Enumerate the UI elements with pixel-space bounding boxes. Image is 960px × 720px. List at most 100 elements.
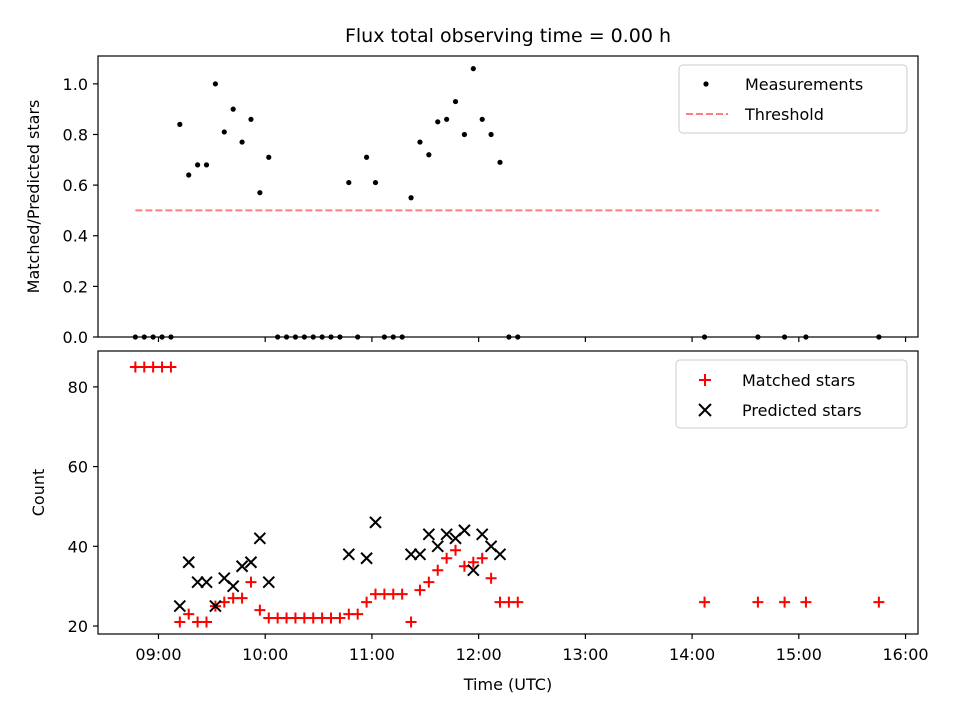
ratio-y-axis-label: Matched/Predicted stars	[24, 100, 43, 294]
ratio-y-tick-label-0: 0.0	[63, 328, 88, 347]
count-series-0-point-32	[414, 584, 426, 596]
count-series-0-point-48	[873, 596, 885, 608]
ratio-series-0-point-27	[372, 179, 379, 186]
count-x-tick-label-3: 12:00	[456, 645, 502, 664]
ratio-series-0-point-26	[363, 154, 370, 160]
ratio-series-0-point-10	[221, 129, 227, 135]
count-series-1-point-8	[244, 556, 258, 569]
count-series-1-point-16	[422, 528, 436, 541]
count-series-1-point-1	[182, 556, 195, 569]
ratio-series-0-point-36	[452, 98, 459, 105]
ratio-y-tick-label-5: 1.0	[63, 75, 88, 94]
count-series-0-point-33	[423, 576, 435, 588]
count-x-tick-label-1: 10:00	[242, 645, 288, 664]
count-series-1-point-0	[173, 599, 187, 613]
count-series-0-point-43	[512, 596, 524, 608]
legend-matched-marker	[699, 374, 711, 386]
count-y-tick-label-3: 80	[68, 378, 88, 397]
ratio-series-0-point-8	[203, 162, 210, 168]
ratio-series-0-point-7	[195, 162, 201, 168]
count-legend: Matched stars Predicted stars	[675, 359, 908, 429]
count-series-0-point-8	[201, 616, 213, 628]
count-marks	[129, 361, 885, 628]
chart-title: Flux total observing time = 0.00 h	[345, 25, 671, 47]
ratio-series-0-point-13	[248, 116, 254, 122]
count-series-1-point-21	[467, 564, 480, 577]
ratio-legend: Measurements Threshold	[678, 64, 908, 134]
count-series-0-point-23	[334, 612, 346, 624]
count-x-ticks: 09:00 10:00 11:00 12:00 13:00 14:00 15:00 16:00	[135, 634, 929, 664]
ratio-legend-box	[678, 64, 908, 134]
count-legend-box	[675, 359, 908, 429]
count-panel: 20 40 60 80 09:00 10:00 11:00 12:00 13:00 14:00 1…	[29, 350, 929, 694]
count-x-tick-label-5: 14:00	[669, 645, 715, 664]
ratio-series-0-point-32	[417, 139, 423, 145]
ratio-series-0-point-41	[497, 159, 503, 165]
ratio-series-0-point-35	[444, 116, 450, 122]
count-series-1-point-11	[342, 548, 356, 561]
count-series-0-point-13	[245, 576, 257, 588]
count-series-0-point-5	[174, 616, 186, 628]
count-series-0-point-14	[254, 604, 266, 616]
ratio-series-0-point-39	[479, 116, 485, 122]
ratio-series-0-point-15	[266, 154, 272, 160]
count-y-axis-label: Count	[29, 469, 48, 517]
count-series-1-point-6	[226, 579, 240, 593]
count-series-0-point-31	[405, 616, 417, 628]
count-x-tick-label-6: 15:00	[776, 645, 822, 664]
count-series-0-point-4	[165, 361, 177, 373]
count-series-1-point-22	[476, 528, 489, 541]
count-x-tick-label-2: 11:00	[349, 645, 395, 664]
count-series-1-point-15	[413, 548, 427, 561]
count-series-1-point-4	[209, 599, 222, 613]
legend-predicted-label: Predicted stars	[742, 401, 862, 420]
ratio-y-tick-label-3: 0.6	[63, 176, 88, 195]
count-series-0-point-39	[476, 552, 488, 564]
count-y-ticks: 20 40 60 80	[68, 378, 98, 636]
count-series-0-point-44	[699, 596, 711, 608]
ratio-panel: 0.0 0.2 0.4 0.6 0.8 1.0 Matched/Predicted sta…	[24, 55, 919, 347]
legend-measurements-label: Measurements	[745, 75, 863, 94]
legend-matched-label: Matched stars	[742, 371, 855, 390]
ratio-series-0-point-37	[461, 131, 468, 138]
ratio-series-0-point-9	[212, 81, 218, 87]
count-series-0-point-38	[467, 556, 479, 568]
ratio-series-0-point-5	[177, 121, 183, 127]
ratio-y-tick-label-2: 0.4	[63, 227, 88, 246]
count-y-tick-label-2: 60	[68, 458, 88, 477]
ratio-series-0-point-12	[239, 139, 245, 145]
count-series-0-point-47	[800, 596, 812, 608]
count-series-1-point-10	[262, 575, 275, 589]
legend-measurements-marker	[703, 81, 709, 87]
ratio-series-0-point-24	[346, 179, 352, 186]
ratio-series-0-point-33	[426, 152, 432, 158]
ratio-marks	[132, 66, 882, 340]
count-series-1-point-14	[404, 548, 418, 561]
count-x-tick-label-7: 16:00	[882, 645, 928, 664]
ratio-series-0-point-11	[230, 106, 236, 112]
count-x-tick-label-0: 09:00	[135, 645, 181, 664]
ratio-series-0-point-31	[408, 195, 414, 201]
count-y-tick-label-0: 20	[68, 617, 88, 636]
ratio-axes-frame	[97, 55, 919, 338]
count-series-0-point-40	[485, 572, 497, 584]
ratio-series-0-point-40	[488, 131, 494, 138]
count-series-0-point-6	[183, 608, 195, 620]
count-series-0-point-34	[432, 564, 444, 576]
count-x-tick-label-4: 13:00	[562, 645, 608, 664]
ratio-y-tick-label-1: 0.2	[63, 277, 88, 296]
count-series-1-point-18	[440, 528, 453, 541]
count-series-1-point-13	[369, 516, 382, 529]
ratio-series-0-point-34	[435, 119, 441, 125]
count-series-1-point-7	[235, 560, 249, 573]
legend-threshold-label: Threshold	[744, 105, 824, 124]
count-series-0-point-45	[752, 596, 764, 608]
count-series-0-point-26	[361, 596, 373, 608]
count-series-0-point-30	[396, 588, 408, 600]
count-series-1-point-9	[253, 532, 267, 545]
ratio-x-ticks	[157, 337, 907, 342]
count-series-0-point-36	[450, 544, 462, 556]
count-series-1-point-2	[191, 575, 204, 589]
legend-predicted-marker	[698, 403, 712, 417]
